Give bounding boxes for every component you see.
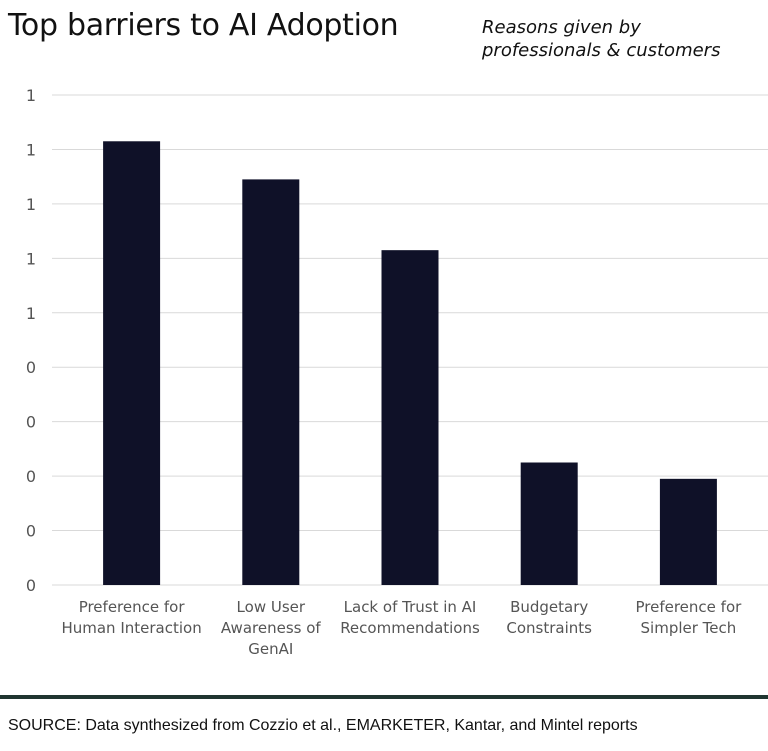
y-axis-ticks: 0 0 0 0 0 1 1 1 1 1 [26,86,36,595]
bar-chart: 0 0 0 0 0 1 1 1 1 1 Preference for Human Interacti… [26,86,768,658]
chart-subtitle: Reasons given by professionals & custome… [482,16,720,62]
subtitle-line-1: Reasons given by [482,17,641,38]
bar [659,478,717,585]
x-tick-label: Preference for Human Interaction [61,598,201,637]
y-tick-label: 1 [26,304,36,323]
x-axis-ticks: Preference for Human Interaction Low User A… [61,598,742,658]
y-tick-label: 1 [26,86,36,105]
footer-divider [0,695,768,699]
x-tick-label: Low User Awareness of GenAI [221,598,321,658]
source-note: SOURCE: Data synthesized from Cozzio et … [8,717,638,734]
y-tick-label: 1 [26,249,36,268]
x-tick-label-line: Awareness of [221,619,321,637]
y-tick-label: 0 [26,522,36,541]
chart-title: Top barriers to AI Adoption [8,8,399,43]
x-tick-label-line: Preference for [635,598,742,616]
x-tick-label-line: Simpler Tech [641,619,737,637]
subtitle-line-2: professionals & customers [482,40,721,61]
x-tick-label-line: Low User [237,598,306,616]
x-tick-label: Lack of Trust in AI Recommendations [340,598,480,637]
x-tick-label-line: Budgetary [510,598,588,616]
x-tick-label: Preference for Simpler Tech [635,598,742,637]
bars [103,141,717,585]
y-tick-label: 0 [26,358,36,377]
bar [381,250,439,585]
x-tick-label-line: Lack of Trust in AI [344,598,477,616]
x-tick-label-line: Human Interaction [61,619,201,637]
bar [242,179,300,585]
x-tick-label-line: GenAI [248,640,293,658]
x-tick-label-line: Constraints [506,619,592,637]
x-tick-label-line: Recommendations [340,619,480,637]
bar [520,462,578,585]
y-tick-label: 0 [26,576,36,595]
y-tick-label: 1 [26,195,36,214]
y-tick-label: 0 [26,413,36,432]
y-tick-label: 0 [26,467,36,486]
x-tick-label: Budgetary Constraints [506,598,592,637]
x-tick-label-line: Preference for [79,598,186,616]
bar [103,141,161,585]
y-tick-label: 1 [26,140,36,159]
